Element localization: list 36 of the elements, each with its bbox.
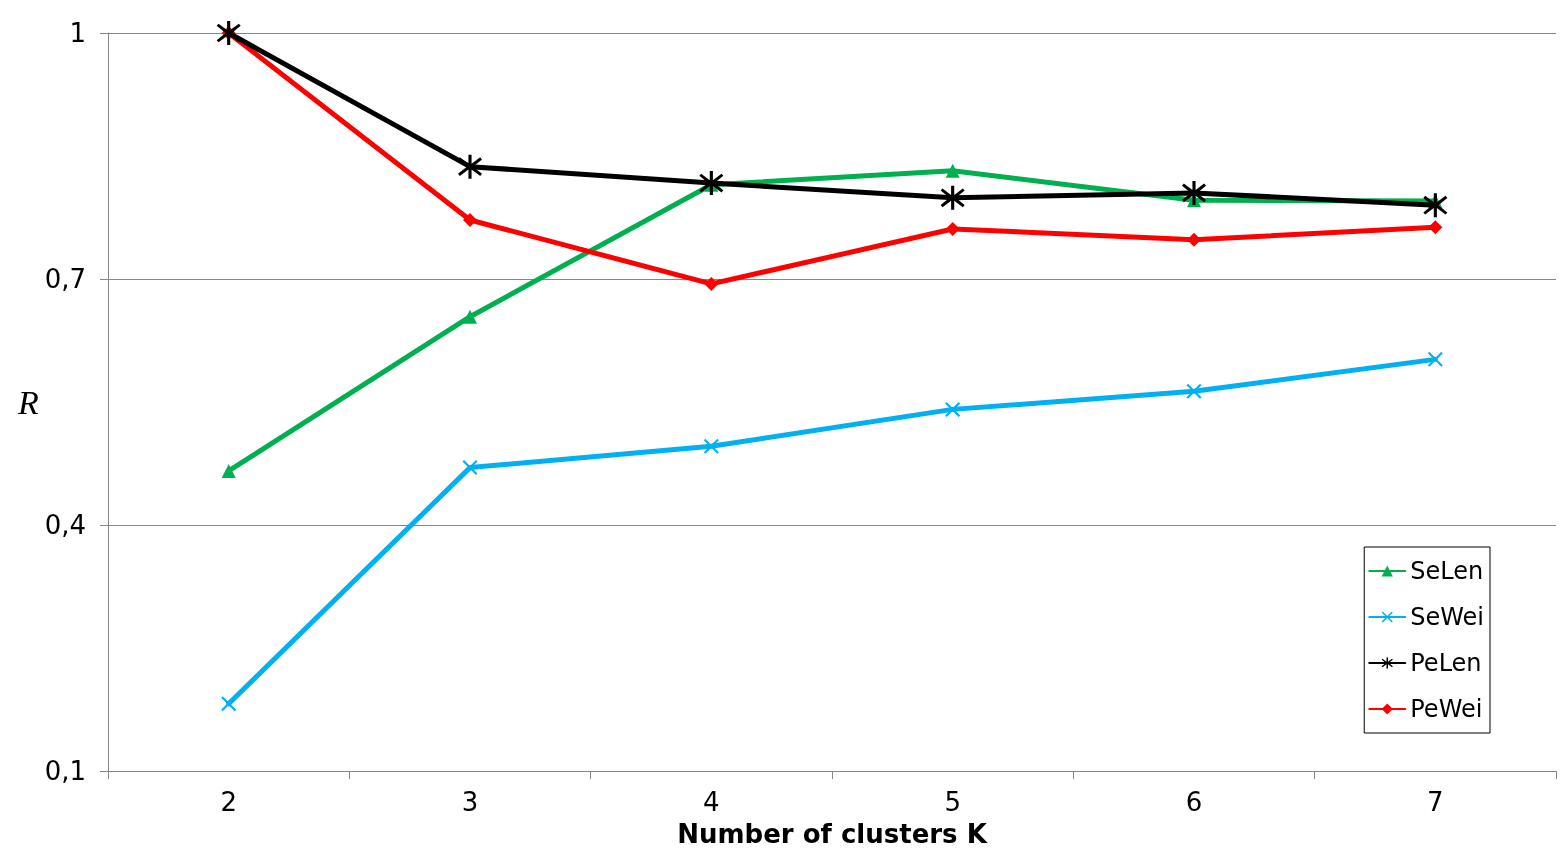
legend-label: SeLen bbox=[1410, 557, 1484, 585]
legend-label: SeWei bbox=[1410, 603, 1485, 631]
x-axis-title: Number of clusters K bbox=[677, 819, 988, 849]
y-tick-label: 0,7 bbox=[44, 264, 86, 294]
point bbox=[463, 212, 477, 227]
legend-label: PeLen bbox=[1410, 649, 1482, 677]
point bbox=[463, 309, 477, 324]
x-tick-label: 3 bbox=[461, 787, 479, 817]
point bbox=[704, 276, 719, 291]
point bbox=[216, 21, 241, 45]
point bbox=[945, 401, 961, 417]
point bbox=[1427, 351, 1443, 367]
x-tick-label: 5 bbox=[944, 787, 961, 817]
x-tick-label: 2 bbox=[220, 787, 237, 817]
point bbox=[1428, 220, 1443, 235]
point bbox=[458, 154, 482, 179]
point bbox=[1187, 232, 1201, 247]
point bbox=[945, 221, 960, 236]
x-tick-label: 6 bbox=[1185, 787, 1203, 817]
legend-label: PeWei bbox=[1410, 695, 1483, 723]
point bbox=[1186, 383, 1202, 399]
point bbox=[1423, 193, 1448, 218]
point bbox=[462, 460, 478, 476]
y-axis-title: R bbox=[16, 383, 39, 421]
point bbox=[940, 185, 965, 210]
point bbox=[221, 696, 237, 712]
y-tick-label: 0,4 bbox=[44, 510, 86, 540]
point bbox=[945, 163, 960, 178]
point bbox=[699, 171, 724, 196]
point bbox=[221, 463, 236, 478]
y-tick-label: 0,1 bbox=[44, 756, 86, 786]
y-tick-label: 1 bbox=[69, 18, 86, 48]
x-tick-label: 7 bbox=[1427, 787, 1444, 817]
point bbox=[703, 438, 719, 454]
x-tick-label: 4 bbox=[703, 787, 720, 817]
point bbox=[1182, 180, 1206, 205]
